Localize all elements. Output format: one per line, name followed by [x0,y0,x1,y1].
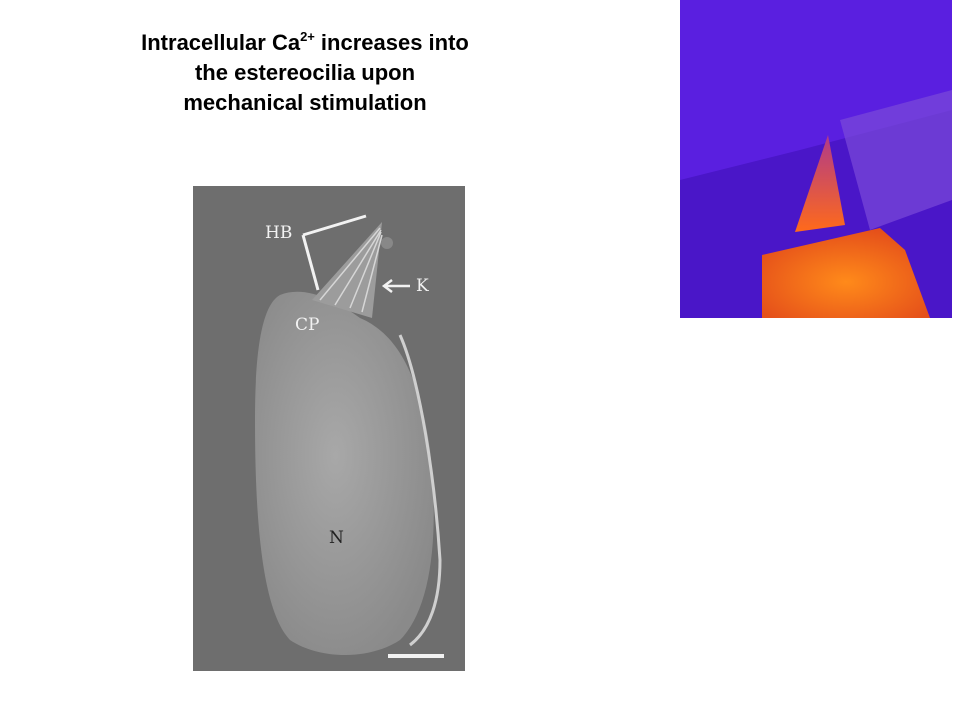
label: N [329,528,344,548]
title-line: the estereocilia upon [194,60,416,85]
stereocilia [319,227,383,313]
calcium-image [680,0,952,318]
label: K [416,276,429,296]
k-arrow [381,279,410,293]
title-line: Intracellular Ca2+ increases into [80,28,530,58]
title-text: Intracellular Ca [141,30,301,55]
superscript: 2+ [300,29,315,44]
hb-bracket [301,214,367,291]
pipette [840,90,952,230]
cell-edge [398,334,442,647]
slide-title: Intracellular Ca2+ increases into the est… [80,28,530,118]
ca-cell [762,228,930,318]
kinocilium-bulb [381,237,393,249]
title-line: mechanical stimulation [183,90,427,115]
scale-bar [388,654,444,658]
label: CP [295,315,319,335]
cell-body [255,291,434,655]
ca-bundle [795,135,845,232]
micrograph: HB K CP N [193,186,465,671]
label: HB [265,223,292,243]
title-text: increases into [320,30,469,55]
